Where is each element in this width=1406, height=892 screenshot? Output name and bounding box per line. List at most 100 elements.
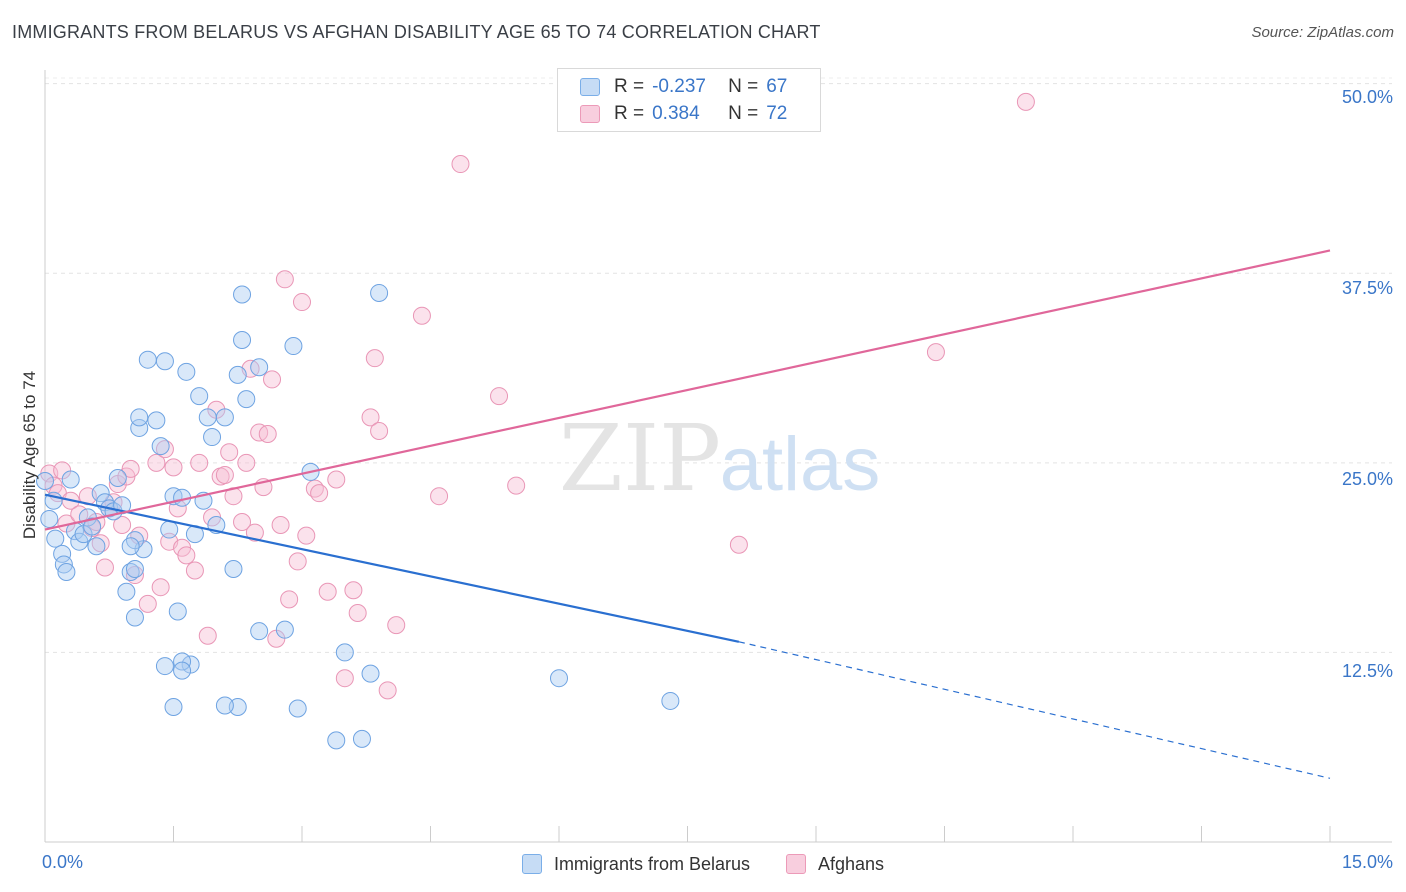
trend-lines [44,249,1331,779]
point-belarus [284,337,303,356]
point-belarus [352,729,371,748]
point-afghans [220,443,239,462]
point-afghans [1016,92,1035,111]
series-belarus [36,283,680,750]
point-afghans [95,558,114,577]
point-belarus [198,408,217,427]
watermark-zip: ZIP [559,405,721,512]
series-legend-afghans: Afghans [786,854,884,875]
point-belarus [61,470,80,489]
point-belarus [173,661,192,680]
point-afghans [370,421,389,440]
point-belarus [108,468,127,487]
point-belarus [83,517,102,536]
series-legend-label-belarus: Immigrants from Belarus [553,853,750,874]
point-afghans [245,523,264,542]
point-belarus [155,657,174,676]
point-belarus [151,437,170,456]
legend-n-label: N = [728,103,759,124]
y-tick-label: 12.5% [1341,661,1393,681]
point-afghans [190,453,209,472]
point-afghans [293,293,311,312]
point-afghans [177,546,196,565]
y-axis-label: Disability Age 65 to 74 [20,370,39,540]
point-afghans [318,582,337,601]
point-afghans [185,561,204,580]
chart-title: IMMIGRANTS FROM BELARUS VS AFGHAN DISABI… [12,22,821,42]
point-belarus [125,559,144,578]
point-afghans [926,343,945,362]
series-legend-swatch-belarus [521,854,542,874]
point-belarus [46,529,65,548]
y-tick-label: 37.5% [1341,278,1393,298]
point-afghans [310,484,329,503]
legend-r-label: R = [614,103,645,124]
legend-n-value-afghans: 72 [766,103,788,124]
point-afghans [344,581,363,600]
y-tick-label: 50.0% [1341,87,1393,107]
series-afghans [40,92,1035,700]
point-belarus [288,699,307,718]
series-legend: Immigrants from Belarus Afghans [0,852,1406,876]
point-belarus [138,350,157,369]
y-tick-label: 25.0% [1341,469,1393,489]
point-afghans [233,512,252,531]
point-belarus [228,698,247,717]
watermark-atlas: atlas [720,422,881,507]
point-afghans [451,155,470,174]
axes [44,70,1392,843]
series-legend-swatch-afghans [786,854,806,874]
point-belarus [173,652,192,671]
point-afghans [151,578,170,597]
point-belarus [168,602,187,621]
trend-line-belarus-extrapolated [738,641,1331,779]
legend-swatch-afghans [580,105,600,123]
source-label: Source: ZipAtlas.com [1251,24,1394,41]
point-belarus [250,358,269,377]
point-belarus [155,352,174,371]
legend-n-value-belarus: 67 [766,76,788,97]
point-belarus [130,418,149,437]
x-tick-label: 15.0% [1341,852,1393,872]
point-afghans [237,453,256,472]
point-belarus [125,608,144,627]
point-belarus [224,559,243,578]
point-afghans [164,458,183,477]
point-belarus [233,330,252,349]
point-afghans [198,626,217,645]
legend-swatch-belarus [580,78,600,96]
point-belarus [117,582,136,601]
correlation-legend: R = -0.237 N = 67 R = 0.384 N = 72 [557,68,821,132]
point-belarus [250,622,269,641]
point-belarus [215,408,234,427]
point-belarus [57,563,76,582]
point-belarus [275,620,294,639]
point-afghans [288,552,307,571]
x-tick-label: 0.0% [42,852,84,872]
point-afghans [490,387,509,406]
point-belarus [121,537,140,556]
point-afghans [215,465,234,484]
point-belarus [160,520,179,539]
point-belarus [36,472,54,491]
point-afghans [507,476,526,495]
point-afghans [729,535,748,554]
point-belarus [361,664,380,683]
point-afghans [275,270,294,289]
point-afghans [430,487,449,506]
point-belarus [54,555,73,574]
point-afghans [271,516,290,535]
point-belarus [147,411,166,430]
point-belarus [91,484,110,503]
point-afghans [263,370,282,389]
legend-r-value-belarus: -0.237 [652,76,706,97]
point-afghans [121,459,140,478]
point-belarus [215,696,234,715]
series-legend-label-afghans: Afghans [818,853,885,874]
point-belarus [550,669,568,688]
point-afghans [348,603,367,622]
point-belarus [164,698,183,717]
point-belarus [233,285,252,304]
point-afghans [280,590,299,609]
